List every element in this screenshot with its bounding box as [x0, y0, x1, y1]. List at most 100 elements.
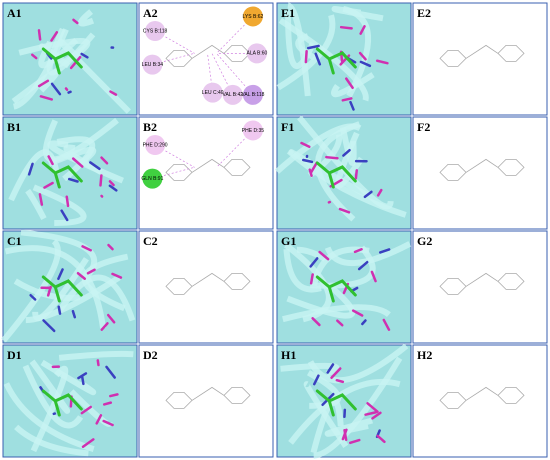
residue-disc: [142, 54, 163, 75]
residue-stick: [359, 25, 366, 35]
ribbon: [8, 149, 60, 202]
ligand: [315, 161, 357, 189]
ligand: [41, 47, 83, 75]
ligand-2d: [439, 272, 525, 295]
ribbon: [58, 350, 134, 361]
ligand: [315, 47, 357, 75]
residue-stick: [357, 260, 369, 271]
ligand-2d: [165, 272, 251, 295]
residue-stick: [361, 319, 367, 326]
panel-label: D2: [143, 348, 158, 362]
panel-bg: [412, 344, 548, 458]
residue-disc: [145, 21, 166, 41]
residue-stick: [27, 162, 34, 176]
interaction: [152, 167, 195, 179]
residue-stick: [80, 52, 89, 59]
residue-stick: [341, 97, 353, 102]
residue-stick: [102, 401, 113, 406]
residue-stick: [312, 374, 320, 386]
ligand-2d: [165, 158, 251, 181]
residue-stick: [60, 209, 69, 222]
residue-label: PHE D:35: [242, 128, 264, 134]
residue-stick: [96, 359, 100, 367]
interaction: [207, 53, 214, 93]
residue-stick: [109, 393, 119, 398]
residue-disc: [242, 120, 263, 141]
ligand-2d: [165, 386, 251, 409]
residue-stick: [382, 318, 391, 331]
ligand-2d: [439, 386, 525, 409]
panel: B1: [2, 116, 138, 230]
ribbon: [331, 6, 384, 22]
residue-stick: [341, 428, 348, 441]
panel: C2: [138, 230, 274, 344]
residue-label: LYS B:62: [243, 14, 264, 20]
ribbon: [286, 284, 356, 319]
residue-label: ALA B:60: [246, 51, 267, 57]
ribbon: [40, 359, 97, 396]
ribbon: [283, 248, 322, 293]
residue-stick: [86, 268, 96, 275]
ribbon: [303, 381, 349, 448]
interaction: [154, 30, 195, 54]
residue-stick: [71, 157, 84, 168]
ribbon: [56, 136, 96, 182]
panel-label: H1: [281, 348, 296, 362]
residue-stick: [306, 44, 320, 50]
ribbon: [22, 364, 84, 429]
residue-label: CYS B:118: [143, 28, 168, 34]
ribbon: [324, 417, 373, 437]
panel: C1: [1, 229, 138, 344]
residue-stick: [326, 363, 335, 374]
ligand: [41, 275, 83, 303]
residue-stick: [325, 155, 339, 160]
residue-stick: [358, 51, 367, 61]
residue-stick: [304, 50, 308, 64]
residue-stick: [30, 53, 38, 60]
residue-stick: [72, 18, 79, 25]
ribbon: [32, 257, 89, 321]
ribbon: [285, 10, 316, 69]
panel-label: F2: [417, 120, 430, 134]
residue-disc: [242, 84, 263, 105]
residue-disc: [222, 84, 243, 105]
ribbon: [276, 14, 336, 91]
residue-stick: [376, 188, 383, 197]
panel: G2: [412, 230, 548, 344]
panel: GLN B:91 PHE D:35 PHE D:290 B2: [138, 116, 274, 230]
panel-label: B2: [143, 120, 157, 134]
residue-stick: [336, 319, 344, 327]
ribbon: [63, 144, 103, 175]
residue-stick: [95, 414, 103, 425]
residue-stick: [37, 79, 50, 88]
residue-disc: [142, 168, 163, 189]
residue-stick: [378, 248, 391, 254]
residue-stick: [330, 367, 342, 380]
panel-label: G1: [281, 234, 296, 248]
residue-stick: [37, 29, 42, 41]
interaction: [154, 144, 195, 168]
residue-stick: [108, 184, 118, 192]
ligand: [315, 275, 357, 303]
residue-stick: [364, 411, 378, 416]
residue-stick: [335, 378, 345, 384]
residue-stick: [99, 174, 103, 187]
residue-stick: [102, 419, 114, 427]
residue-stick: [309, 273, 314, 285]
residue-stick: [370, 270, 377, 283]
interaction: [152, 53, 195, 65]
residue-label: LEU B:34: [142, 62, 164, 68]
residue-stick: [64, 87, 69, 92]
panel-bg: [412, 230, 548, 344]
residue-stick: [29, 293, 37, 301]
residue-stick: [100, 156, 109, 165]
ribbon: [3, 382, 95, 452]
ligand-2d: [439, 44, 525, 67]
ribbon: [32, 184, 87, 226]
ribbon: [286, 2, 311, 97]
residue-stick: [314, 52, 322, 66]
panel: F1: [275, 115, 412, 230]
residue-stick: [311, 317, 321, 327]
residue-stick: [302, 158, 314, 164]
